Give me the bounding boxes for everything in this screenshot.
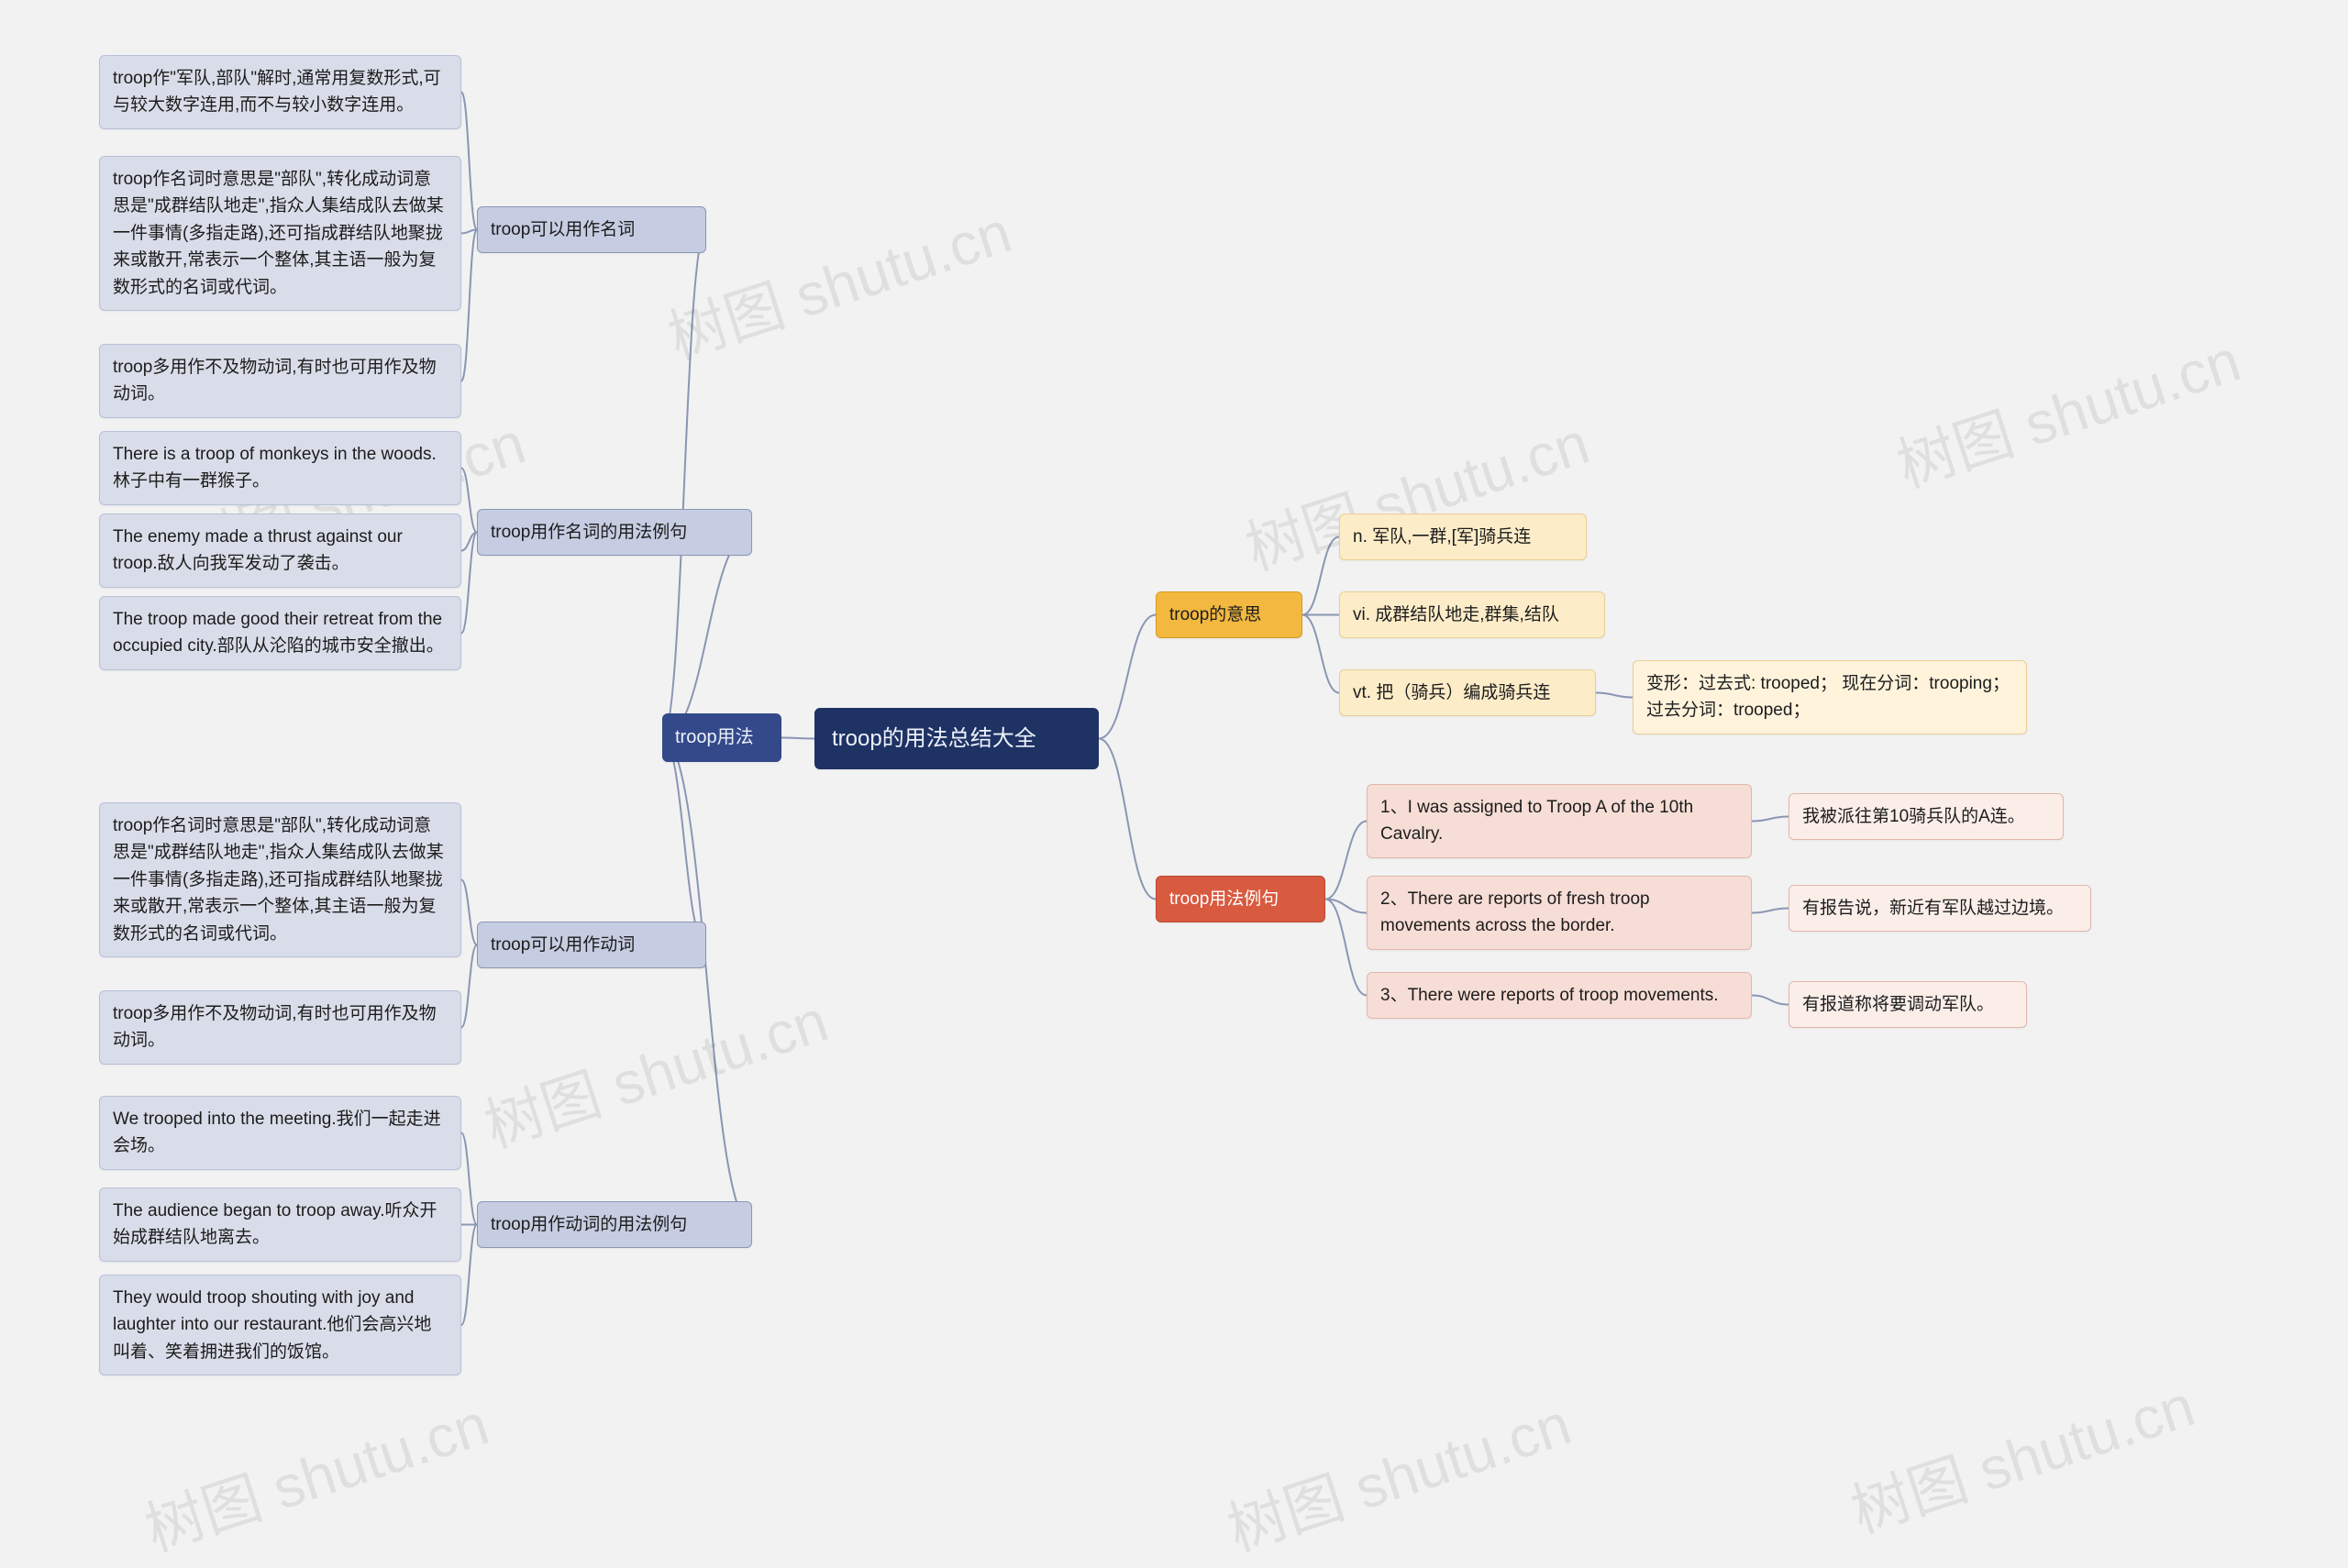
mindmap-node-ne1[interactable]: There is a troop of monkeys in the woods…	[99, 431, 461, 505]
connector	[1099, 615, 1156, 739]
connector	[461, 533, 477, 634]
mindmap-node-verbEx[interactable]: troop用作动词的用法例句	[477, 1201, 752, 1248]
connector	[1325, 900, 1367, 996]
mindmap-node-examples[interactable]: troop用法例句	[1156, 876, 1325, 922]
connector	[662, 533, 752, 738]
mindmap-node-ve1[interactable]: We trooped into the meeting.我们一起走进会场。	[99, 1096, 461, 1170]
mindmap-node-meaning[interactable]: troop的意思	[1156, 591, 1302, 638]
mindmap-node-noun[interactable]: troop可以用作名词	[477, 206, 706, 253]
connector	[1302, 615, 1339, 693]
watermark: 树图 shutu.cn	[133, 1377, 497, 1567]
connector	[1752, 996, 1789, 1005]
connector	[1325, 900, 1367, 913]
connector	[1302, 537, 1339, 615]
connector	[1099, 739, 1156, 900]
connector	[461, 230, 477, 234]
watermark: 树图 shutu.cn	[656, 185, 1020, 375]
connector	[1752, 909, 1789, 913]
connector	[461, 230, 477, 381]
connector	[662, 230, 706, 738]
mindmap-node-m3[interactable]: vt. 把（骑兵）编成骑兵连	[1339, 669, 1596, 716]
watermark: 树图 shutu.cn	[472, 974, 836, 1164]
mindmap-node-n2[interactable]: troop作名词时意思是"部队",转化成动词意思是"成群结队地走",指众人集结成…	[99, 156, 461, 311]
mindmap-node-m1[interactable]: n. 军队,一群,[军]骑兵连	[1339, 513, 1587, 560]
connector	[461, 945, 477, 1028]
connector	[461, 93, 477, 230]
connector	[781, 738, 814, 739]
mindmap-node-ve3[interactable]: They would troop shouting with joy and l…	[99, 1275, 461, 1375]
mindmap-node-usage[interactable]: troop用法	[662, 713, 781, 762]
connector	[461, 469, 477, 533]
connector	[1596, 693, 1633, 698]
connector	[662, 738, 752, 1225]
mindmap-node-m3a[interactable]: 变形：过去式: trooped； 现在分词：trooping； 过去分词：tro…	[1633, 660, 2027, 734]
mindmap-node-e2[interactable]: 2、There are reports of fresh troop movem…	[1367, 876, 1752, 950]
watermark: 树图 shutu.cn	[1839, 1359, 2203, 1549]
mindmap-node-v2[interactable]: troop多用作不及物动词,有时也可用作及物动词。	[99, 990, 461, 1065]
mindmap-node-nounEx[interactable]: troop用作名词的用法例句	[477, 509, 752, 556]
connector	[461, 1133, 477, 1225]
mindmap-node-root[interactable]: troop的用法总结大全	[814, 708, 1099, 769]
mindmap-node-m2[interactable]: vi. 成群结队地走,群集,结队	[1339, 591, 1605, 638]
mindmap-node-e3[interactable]: 3、There were reports of troop movements.	[1367, 972, 1752, 1019]
connector	[662, 738, 706, 945]
mindmap-node-ve2[interactable]: The audience began to troop away.听众开始成群结…	[99, 1187, 461, 1262]
mindmap-node-ne3[interactable]: The troop made good their retreat from t…	[99, 596, 461, 670]
connector	[461, 1225, 477, 1326]
mindmap-node-e1t[interactable]: 我被派往第10骑兵队的A连。	[1789, 793, 2064, 840]
connector	[1752, 817, 1789, 822]
watermark: 树图 shutu.cn	[1885, 314, 2249, 503]
connector	[1325, 822, 1367, 900]
mindmap-node-n1[interactable]: troop作"军队,部队"解时,通常用复数形式,可与较大数字连用,而不与较小数字…	[99, 55, 461, 129]
watermark: 树图 shutu.cn	[1215, 1377, 1579, 1567]
connector	[461, 533, 477, 551]
mindmap-node-n3[interactable]: troop多用作不及物动词,有时也可用作及物动词。	[99, 344, 461, 418]
mindmap-node-e1[interactable]: 1、I was assigned to Troop A of the 10th …	[1367, 784, 1752, 858]
mindmap-node-verb[interactable]: troop可以用作动词	[477, 922, 706, 968]
mindmap-node-e2t[interactable]: 有报告说，新近有军队越过边境。	[1789, 885, 2091, 932]
mindmap-node-ne2[interactable]: The enemy made a thrust against our troo…	[99, 513, 461, 588]
mindmap-node-v1[interactable]: troop作名词时意思是"部队",转化成动词意思是"成群结队地走",指众人集结成…	[99, 802, 461, 957]
mindmap-node-e3t[interactable]: 有报道称将要调动军队。	[1789, 981, 2027, 1028]
connector	[461, 880, 477, 945]
